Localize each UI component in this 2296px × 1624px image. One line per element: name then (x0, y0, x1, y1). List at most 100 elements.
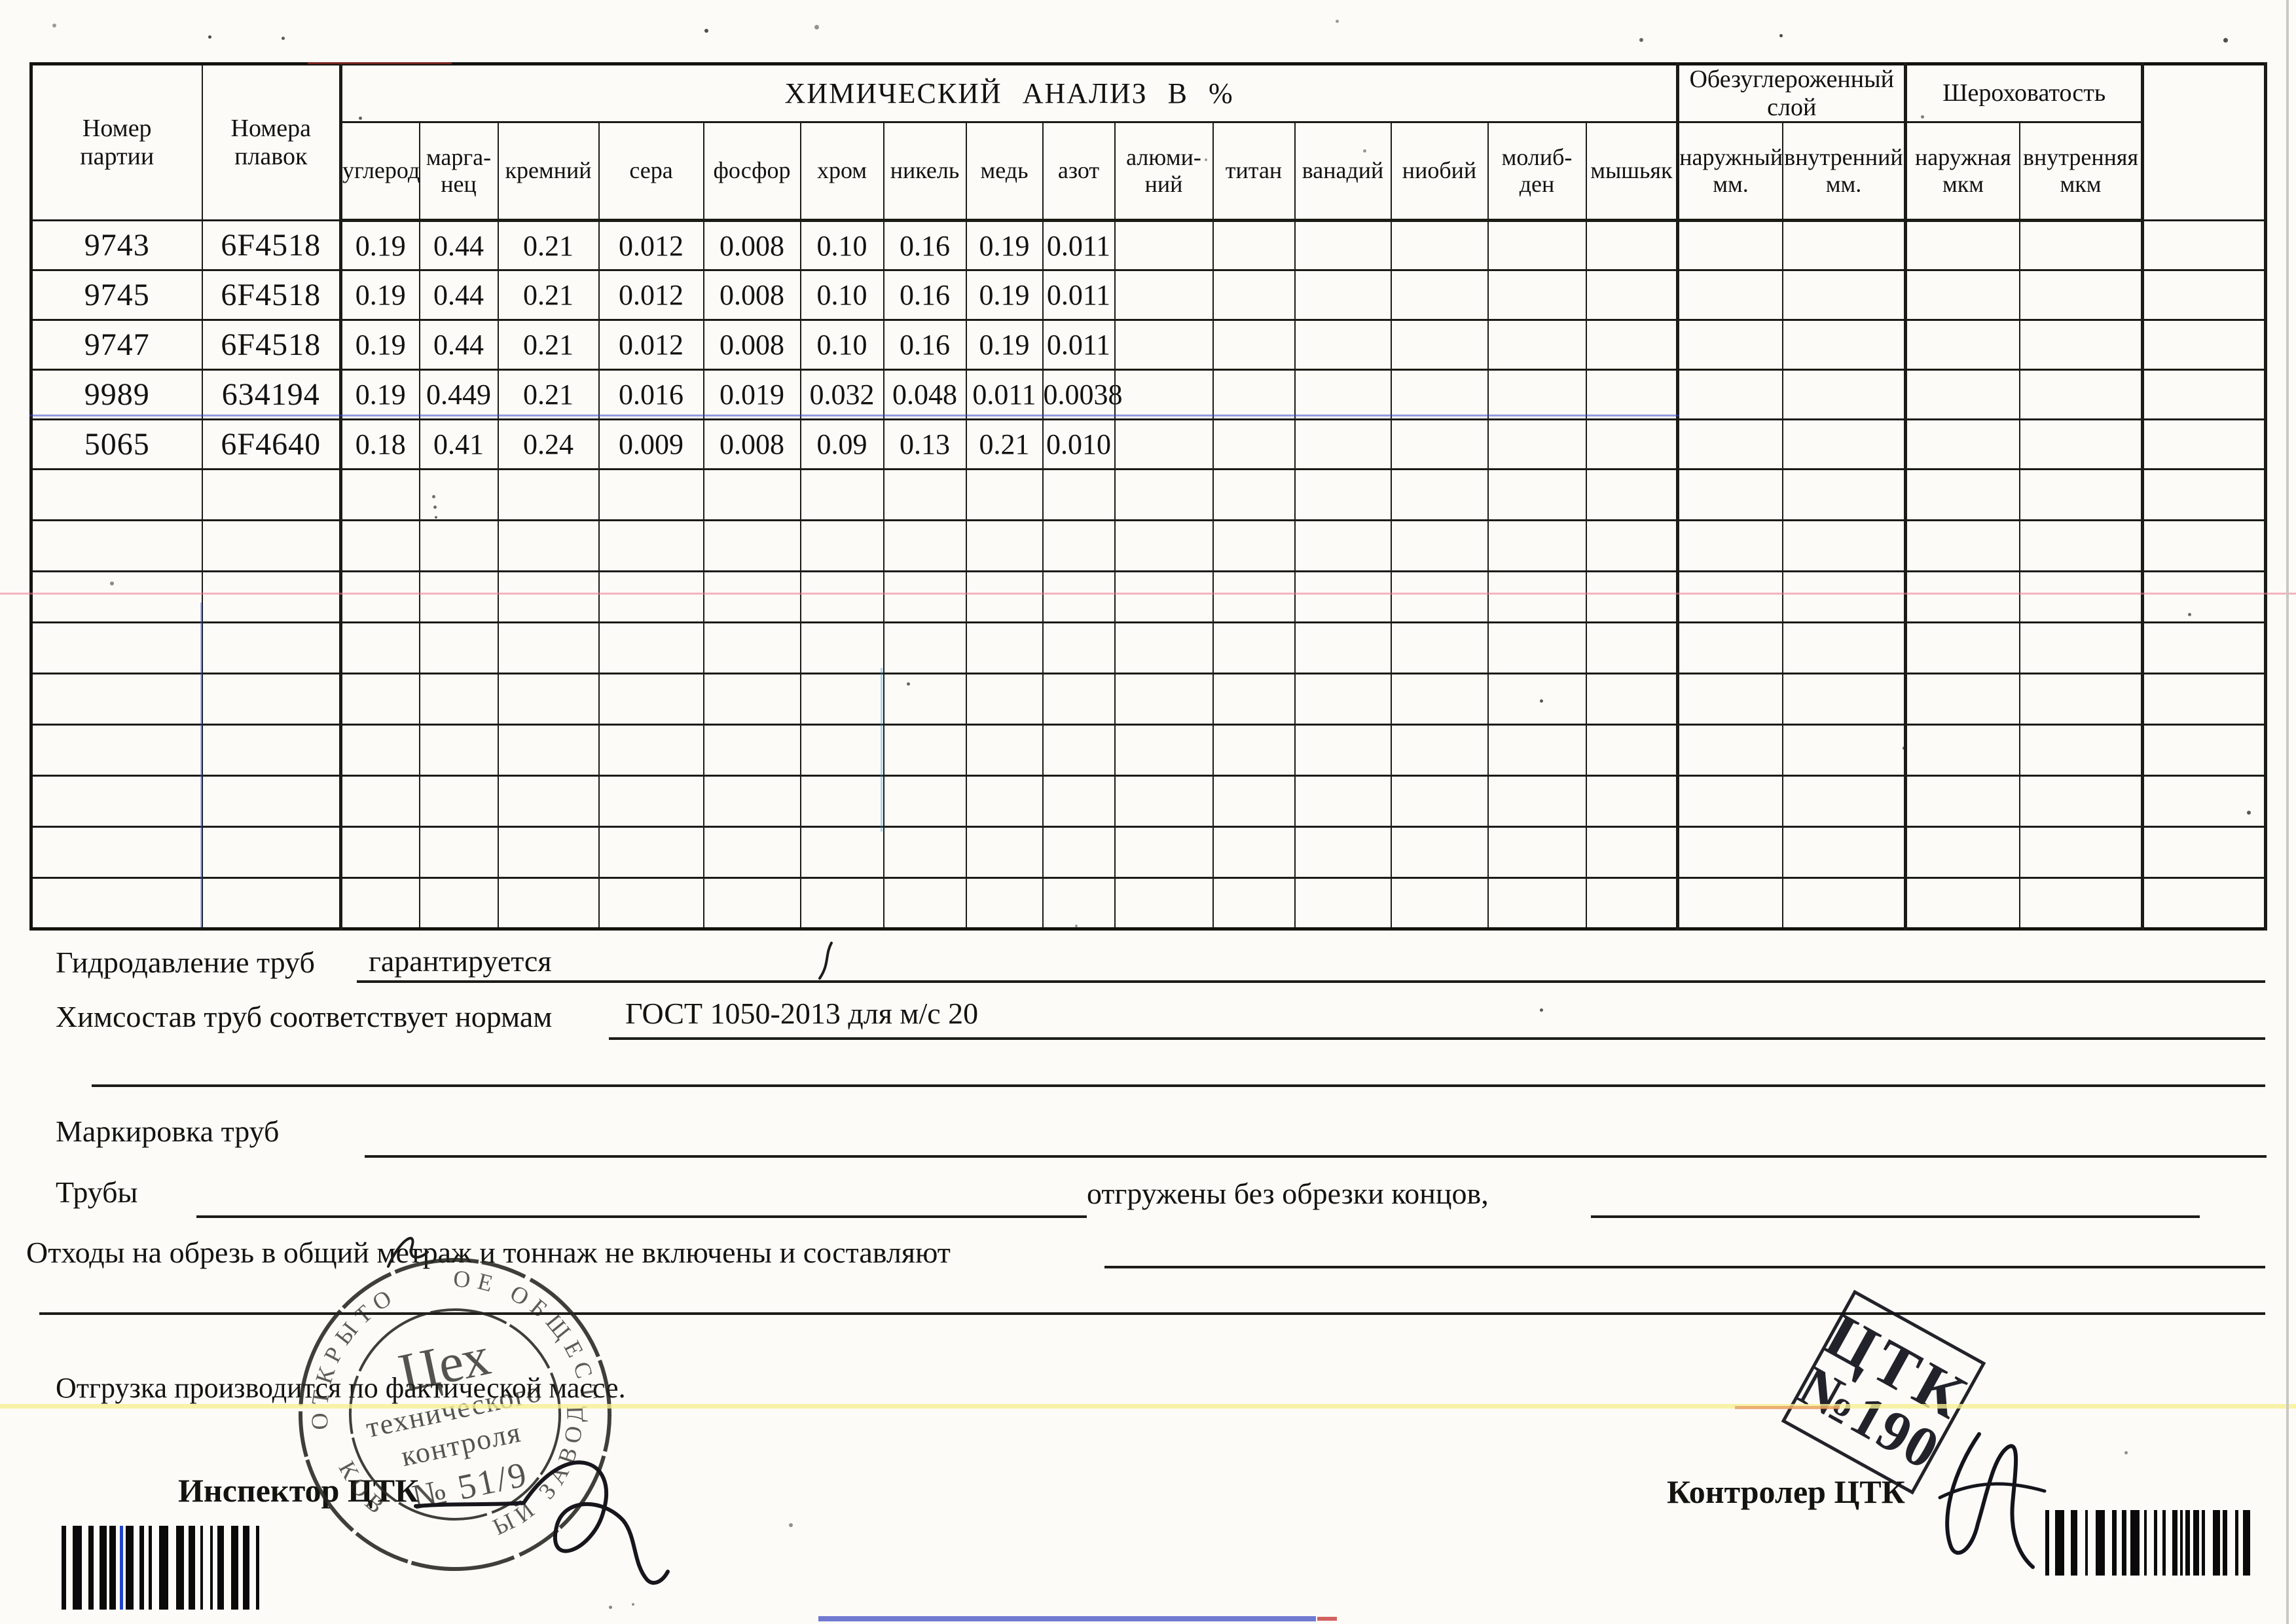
fill-line-marking (365, 1155, 2267, 1158)
empty-cell (965, 621, 1044, 675)
empty-cell (1781, 468, 1908, 522)
empty-cell (598, 519, 704, 573)
barcode-bottom-left (62, 1526, 259, 1610)
empty-cell (1042, 826, 1116, 879)
noise-dot (1639, 38, 1643, 42)
chem-value-cell: 0.032 (799, 369, 884, 421)
melt-number-cell: 6F4518 (201, 219, 342, 272)
empty-cell (2141, 418, 2268, 471)
empty-cell (2018, 673, 2145, 726)
empty-cell (799, 570, 884, 624)
empty-cell (702, 468, 801, 522)
decarb-value-cell (1677, 418, 1783, 471)
empty-cell (598, 570, 704, 624)
roughness-value-cell (2018, 269, 2145, 322)
empty-cell (1781, 519, 1908, 573)
empty-cell (1904, 621, 2020, 675)
inspector-signature-label: Инспектор ЦТК (178, 1472, 419, 1509)
chem-value-cell (1294, 269, 1392, 322)
empty-cell (201, 621, 342, 675)
party-number-cell: 9745 (30, 269, 203, 322)
chem-value-cell: 0.019 (702, 369, 801, 421)
roughness-value-cell (1904, 269, 2020, 322)
empty-table-row (30, 570, 2268, 624)
controller-signature (1938, 1432, 2047, 1569)
empty-cell (1294, 621, 1392, 675)
empty-table-row (30, 877, 2268, 931)
empty-cell (497, 877, 600, 931)
empty-cell (340, 519, 420, 573)
empty-cell (1390, 775, 1489, 828)
empty-cell (418, 570, 499, 624)
empty-cell (1904, 673, 2020, 726)
empty-cell (1585, 877, 1680, 931)
empty-cell (2018, 724, 2145, 777)
table-row: 9989 634194 0.19 0.449 0.21 0.016 0.019 0.032 0.… (30, 369, 2268, 421)
empty-cell (418, 673, 499, 726)
chem-value-cell: 0.012 (598, 219, 704, 272)
empty-cell (1212, 468, 1296, 522)
empty-cell (497, 519, 600, 573)
empty-cell (418, 621, 499, 675)
empty-cell (1487, 621, 1587, 675)
noise-dot (930, 84, 933, 87)
empty-table-row (30, 724, 2268, 777)
empty-cell (1585, 519, 1680, 573)
empty-table-row (30, 775, 2268, 828)
empty-cell (1212, 724, 1296, 777)
empty-cell (883, 621, 967, 675)
empty-cell (1904, 468, 2020, 522)
chem-column-header: медь (965, 121, 1044, 223)
decarb-column-header: внутренний мм. (1781, 121, 1908, 223)
empty-cell (30, 826, 203, 879)
noise-dot (789, 1523, 793, 1527)
empty-cell (883, 519, 967, 573)
chem-value-cell: 0.011 (1042, 319, 1116, 371)
empty-cell (1042, 570, 1116, 624)
empty-cell (1677, 673, 1783, 726)
chem-column-header: сера (598, 121, 704, 223)
empty-cell (1114, 673, 1214, 726)
chem-value-cell: 0.012 (598, 269, 704, 322)
chem-column-header: молиб- ден (1487, 121, 1587, 223)
chem-value-cell (1294, 418, 1392, 471)
chem-column-header: марга- нец (418, 121, 499, 223)
empty-cell (497, 673, 600, 726)
inspector-signature (414, 1460, 670, 1585)
empty-cell (201, 775, 342, 828)
noise-dot (1205, 158, 1207, 161)
empty-cell (1114, 570, 1214, 624)
shipping-note: Отгрузка производится по фактической мас… (56, 1372, 626, 1404)
empty-cell (1042, 877, 1116, 931)
chem-column-header: углерод (340, 121, 420, 223)
empty-cell (1677, 570, 1783, 624)
empty-cell (30, 673, 203, 726)
chem-value-cell: 0.19 (340, 219, 420, 272)
chem-column-header: никель (883, 121, 967, 223)
empty-cell (1390, 877, 1489, 931)
empty-table-row (30, 826, 2268, 879)
empty-cell (1042, 468, 1116, 522)
empty-cell (2141, 219, 2268, 272)
empty-table-row (30, 673, 2268, 726)
empty-cell (2141, 621, 2268, 675)
empty-cell (965, 519, 1044, 573)
empty-cell (1904, 775, 2020, 828)
empty-cell (1042, 775, 1116, 828)
empty-cell (340, 468, 420, 522)
empty-cell (598, 468, 704, 522)
fill-line-blank-1 (92, 1084, 2265, 1087)
scan-artifact-red-bottom-strip (1317, 1617, 1337, 1621)
chem-value-cell: 0.19 (965, 269, 1044, 322)
chem-value-cell: 0.19 (340, 369, 420, 421)
empty-cell (201, 826, 342, 879)
melt-number-cell: 6F4518 (201, 269, 342, 322)
empty-cell (201, 877, 342, 931)
empty-cell (1677, 621, 1783, 675)
fill-line-pipes-left (196, 1215, 1087, 1218)
roughness-value-cell (2018, 369, 2145, 421)
empty-cell (340, 621, 420, 675)
chem-value-cell: 0.44 (418, 219, 499, 272)
empty-cell (883, 673, 967, 726)
empty-cell (1294, 468, 1392, 522)
